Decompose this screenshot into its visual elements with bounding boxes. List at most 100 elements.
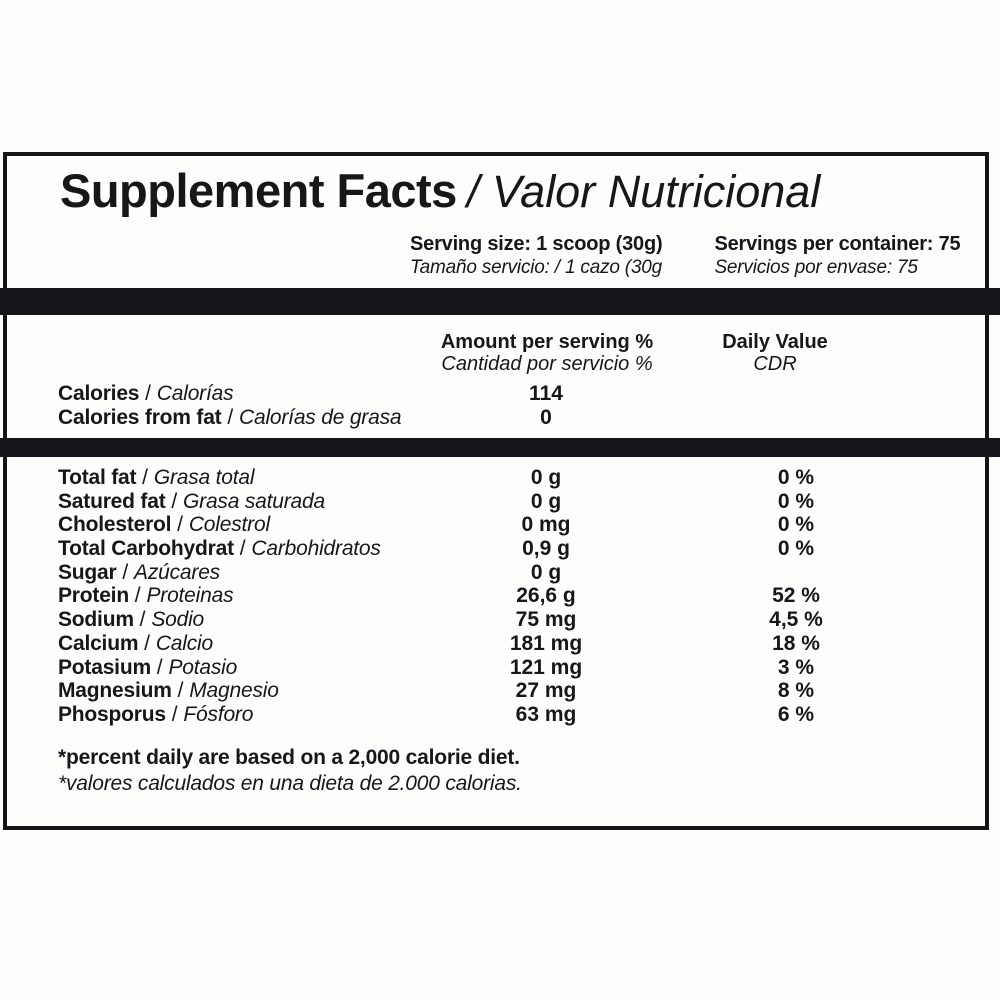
daily-value-header-es: CDR	[753, 353, 797, 375]
servings-per-container-es: Servicios por envase: 75	[714, 257, 918, 278]
daily-value: 52 %	[772, 584, 820, 608]
amount-value: 181 mg	[509, 631, 583, 655]
label-title: Supplement Facts / Valor Nutricional	[60, 165, 820, 218]
title-english: Supplement Facts	[60, 164, 457, 217]
amount-value: 75 mg	[515, 608, 577, 632]
nutrient-row: Calcium / Calcio 181 mg 18 %	[58, 632, 990, 656]
name-separator: /	[139, 382, 157, 405]
nutrient-name-en: Potasium	[58, 655, 151, 679]
nutrient-row: Sodium / Sodio 75 mg 4,5 %	[58, 608, 990, 632]
name-separator: /	[171, 679, 190, 703]
amount-value: 121 mg	[509, 655, 583, 679]
amount-header-en: Amount per serving %	[440, 331, 654, 353]
servings-per-container-en: Servings per container: 75	[714, 233, 961, 255]
nutrient-row: Total fat / Grasa total 0 g 0 %	[58, 466, 990, 490]
nutrient-name-en: Total fat	[58, 466, 137, 489]
amount-value: 0,9 g	[522, 537, 570, 561]
daily-value: 6 %	[777, 702, 815, 726]
nutrient-name-es: Azúcares	[134, 560, 220, 584]
serving-size-es: Tamaño servicio: / 1 cazo (30g	[410, 257, 663, 278]
nutrient-name-es: Grasa total	[153, 466, 255, 489]
column-header-amount: Amount per serving % Cantidad por servic…	[397, 331, 697, 375]
amount-value: 0 g	[530, 489, 562, 513]
label-border-box	[3, 152, 989, 830]
nutrient-name-es: Calorías	[156, 382, 234, 405]
nutrient-row: Total Carbohydrat / Carbohidratos 0,9 g …	[58, 537, 990, 561]
column-header-daily-value: Daily Value CDR	[645, 331, 905, 375]
divider-bar-middle	[0, 438, 1000, 457]
nutrient-row: Protein / Proteinas 26,6 g 52 %	[58, 584, 990, 608]
nutrient-name-es: Sodio	[151, 608, 205, 632]
name-separator: /	[233, 537, 252, 561]
amount-value: 0	[540, 406, 552, 429]
nutrient-name-en: Satured fat	[58, 489, 166, 513]
nutrient-name-es: Calcio	[155, 631, 213, 655]
name-separator: /	[150, 655, 169, 679]
calories-section: Calories / Calorías 114 Calories from fa…	[58, 382, 990, 430]
nutrient-name-es: Calorías de grasa	[239, 406, 402, 429]
name-separator: /	[128, 584, 147, 608]
amount-header-es: Cantidad por servicio %	[441, 353, 653, 375]
nutrient-name-en: Calories from fat	[58, 406, 222, 429]
servings-per-container: Servings per container: 75 Servicios por…	[714, 232, 960, 280]
footnote: *percent daily are based on a 2,000 calo…	[58, 745, 522, 797]
nutrient-row: Phosporus / Fósforo 63 mg 6 %	[58, 703, 990, 727]
name-separator: /	[133, 608, 152, 632]
daily-value-header-en: Daily Value	[722, 331, 828, 353]
serving-info: Serving size: 1 scoop (30g) Tamaño servi…	[410, 232, 961, 280]
nutrient-name-es: Magnesio	[189, 679, 279, 703]
name-separator: /	[221, 406, 239, 429]
name-separator: /	[171, 513, 189, 537]
footnote-es: *valores calculados en una dieta de 2.00…	[58, 772, 522, 795]
nutrient-row: Satured fat / Grasa saturada 0 g 0 %	[58, 490, 990, 514]
daily-value: 18 %	[772, 631, 820, 655]
serving-size: Serving size: 1 scoop (30g) Tamaño servi…	[410, 232, 663, 280]
nutrient-name-es: Colestrol	[188, 513, 270, 537]
calories-row: Calories / Calorías 114	[58, 382, 990, 406]
nutrient-name-en: Total Carbohydrat	[58, 537, 234, 561]
daily-value: 3 %	[777, 655, 815, 679]
daily-value: 8 %	[777, 679, 815, 703]
amount-value: 0 g	[530, 560, 562, 584]
amount-value: 0 g	[530, 466, 562, 489]
nutrient-name-en: Cholesterol	[58, 513, 172, 537]
name-separator: /	[116, 560, 135, 584]
name-separator: /	[165, 702, 184, 726]
daily-value: 0 %	[777, 537, 815, 561]
nutrient-name-es: Carbohidratos	[251, 537, 381, 561]
daily-value: 4,5 %	[769, 608, 823, 632]
name-separator: /	[138, 631, 156, 655]
nutrient-row: Potasium / Potasio 121 mg 3 %	[58, 656, 990, 680]
nutrient-name-es: Proteinas	[146, 584, 234, 608]
nutrient-name-es: Fósforo	[183, 702, 254, 726]
nutrient-name-en: Magnesium	[58, 679, 172, 703]
nutrient-name-en: Calories	[58, 382, 140, 405]
nutrient-row: Magnesium / Magnesio 27 mg 8 %	[58, 679, 990, 703]
name-separator: /	[165, 489, 184, 513]
daily-value: 0 %	[777, 513, 815, 537]
amount-value: 26,6 g	[516, 584, 576, 608]
calories-from-fat-row: Calories from fat / Calorías de grasa 0	[58, 406, 990, 430]
amount-value: 63 mg	[515, 702, 577, 726]
nutrient-row: Cholesterol / Colestrol 0 mg 0 %	[58, 513, 990, 537]
amount-value: 114	[529, 382, 563, 405]
nutrient-row: Sugar / Azúcares 0 g	[58, 561, 990, 585]
nutrient-name-en: Calcium	[58, 631, 139, 655]
amount-value: 27 mg	[515, 679, 577, 703]
daily-value: 0 %	[777, 489, 815, 513]
nutrient-name-en: Sodium	[58, 608, 134, 632]
amount-value: 0 mg	[521, 513, 571, 537]
footnote-en: *percent daily are based on a 2,000 calo…	[58, 746, 520, 769]
daily-value: 0 %	[777, 466, 815, 489]
serving-size-en: Serving size: 1 scoop (30g)	[410, 233, 663, 255]
title-spanish: / Valor Nutricional	[466, 166, 821, 217]
nutrient-name-en: Protein	[58, 584, 129, 608]
nutrient-name-es: Potasio	[168, 655, 238, 679]
nutrient-name-en: Sugar	[58, 560, 117, 584]
name-separator: /	[136, 466, 154, 489]
nutrient-name-es: Grasa saturada	[183, 489, 325, 513]
divider-bar-top	[0, 288, 1000, 315]
nutrient-name-en: Phosporus	[58, 702, 166, 726]
nutrient-table: Total fat / Grasa total 0 g 0 % Satured …	[58, 466, 990, 727]
